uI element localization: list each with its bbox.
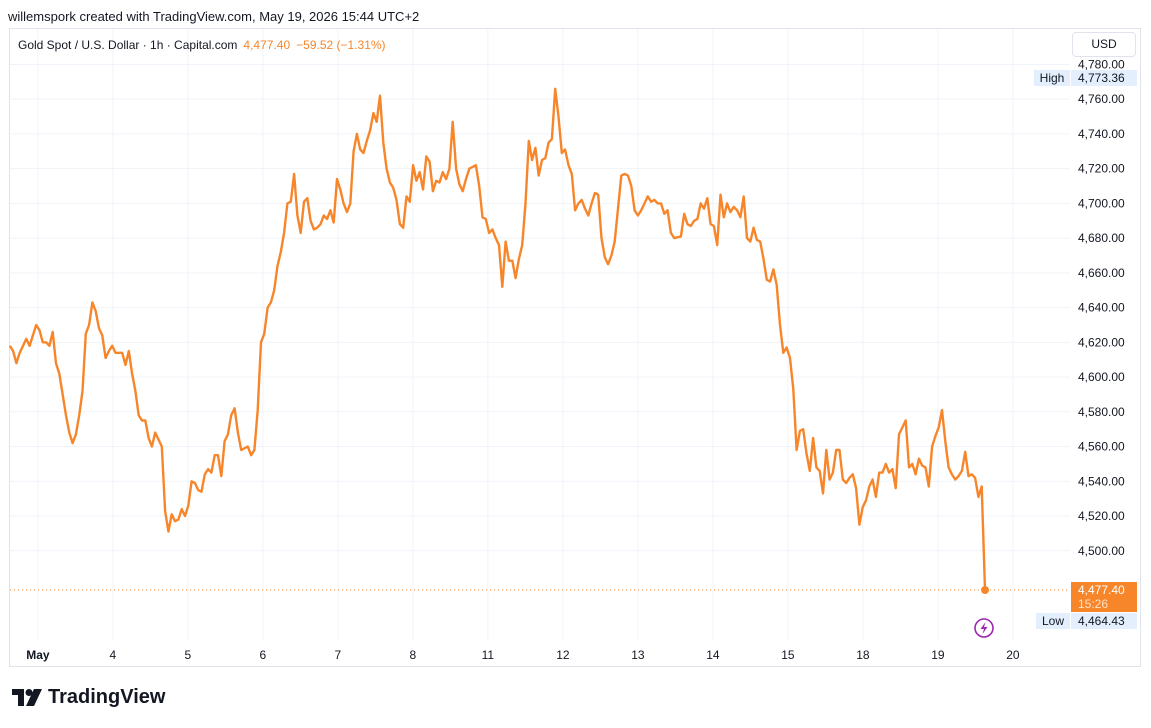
last-price-label: 4,477.40	[243, 38, 291, 52]
change-label: −59.52 (−1.31%)	[296, 38, 386, 52]
high-marker: High 4,773.36	[1034, 70, 1137, 86]
y-tick-label: 4,780.00	[1078, 57, 1125, 71]
y-tick-label: 4,680.00	[1078, 231, 1125, 245]
y-tick-label: 4,500.00	[1078, 544, 1125, 558]
last-price-marker: 4,477.40 15:26	[1071, 582, 1137, 612]
x-tick-label: 7	[335, 648, 342, 662]
grid-lines	[10, 29, 1070, 641]
x-tick-label: 8	[410, 648, 417, 662]
y-tick-label: 4,740.00	[1078, 127, 1125, 141]
price-axis: 4,500.00 4,520.00 4,540.00 4,560.00 4,580.00…	[1078, 57, 1125, 557]
x-tick-label: 11	[482, 648, 495, 662]
x-tick-label: 20	[1006, 648, 1020, 662]
attribution-text: willemspork created with TradingView.com…	[8, 9, 420, 24]
x-tick-label: 19	[931, 648, 945, 662]
x-tick-label: 18	[856, 648, 870, 662]
y-tick-label: 4,720.00	[1078, 162, 1125, 176]
brand-logo: TradingView	[12, 686, 165, 709]
x-tick-label: May	[26, 648, 50, 662]
tradingview-logo-icon	[12, 689, 42, 706]
time-axis: May 4 5 6 7 8 11 12 13 14 15 18 19 20	[26, 648, 1020, 662]
chart-legend: Gold Spot / U.S. Dollar · 1h · Capital.c…	[18, 38, 386, 52]
y-tick-label: 4,520.00	[1078, 509, 1125, 523]
brand-name: TradingView	[48, 686, 166, 708]
y-tick-label: 4,540.00	[1078, 474, 1125, 488]
y-tick-label: 4,640.00	[1078, 301, 1125, 315]
x-tick-label: 4	[110, 648, 117, 662]
y-tick-label: 4,700.00	[1078, 196, 1125, 210]
lightning-icon[interactable]	[974, 618, 994, 638]
y-tick-label: 4,580.00	[1078, 405, 1125, 419]
last-price-dot	[981, 586, 989, 595]
y-tick-label: 4,560.00	[1078, 440, 1125, 454]
last-price-value: 4,477.40	[1078, 583, 1125, 597]
low-marker: Low 4,464.43	[1036, 613, 1137, 629]
y-tick-label: 4,600.00	[1078, 370, 1125, 384]
countdown-value: 15:26	[1078, 597, 1108, 611]
y-tick-label: 4,620.00	[1078, 335, 1125, 349]
high-label: High	[1040, 71, 1065, 85]
low-label: Low	[1042, 614, 1064, 628]
y-tick-label: 4,760.00	[1078, 92, 1125, 106]
y-tick-label: 4,660.00	[1078, 266, 1125, 280]
x-tick-label: 5	[185, 648, 192, 662]
x-tick-label: 6	[260, 648, 267, 662]
series-line	[8, 87, 987, 591]
x-tick-label: 12	[556, 648, 570, 662]
low-value: 4,464.43	[1078, 614, 1125, 628]
high-value: 4,773.36	[1078, 71, 1125, 85]
x-tick-label: 14	[706, 648, 720, 662]
currency-button[interactable]: USD	[1072, 32, 1136, 57]
x-tick-label: 15	[781, 648, 795, 662]
x-tick-label: 13	[631, 648, 645, 662]
symbol-label: Gold Spot / U.S. Dollar · 1h · Capital.c…	[18, 38, 238, 52]
